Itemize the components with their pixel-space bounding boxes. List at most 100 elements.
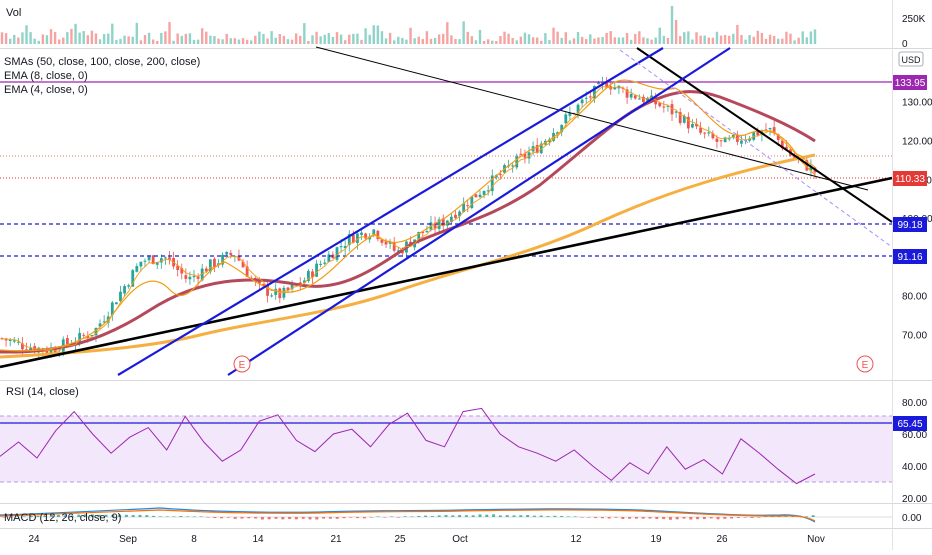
resistance-trendline[interactable] [315, 46, 869, 191]
macd-title[interactable]: MACD (12, 26, close, 9) [4, 512, 121, 524]
candle-body [241, 261, 245, 268]
candle-body [123, 286, 126, 294]
volume-bar [115, 40, 118, 44]
macd-histogram-bar [226, 517, 230, 518]
support-price-badge[interactable]: 91.16 [893, 249, 927, 264]
macd-histogram-bar [138, 514, 142, 517]
volume-bar [147, 32, 151, 44]
volume-bar [470, 36, 474, 44]
volume-bar [29, 32, 32, 44]
channel-lower-line[interactable] [227, 47, 731, 376]
rsi-title[interactable]: RSI (14, close) [6, 386, 79, 398]
candle-body [168, 257, 171, 260]
candle-body [441, 218, 445, 227]
macd-histogram-bar [288, 517, 292, 520]
vol-title[interactable]: Vol [6, 7, 21, 19]
macd-histogram-bar [730, 517, 734, 519]
volume-bar [801, 31, 804, 44]
volume-bar [274, 37, 277, 44]
candle-body [384, 241, 388, 245]
candle-body [204, 268, 208, 272]
candle-body [110, 302, 114, 316]
candle-body [200, 268, 204, 281]
volume-bar [21, 32, 24, 44]
resistance-price-badge[interactable]: 133.95 [893, 75, 927, 90]
earnings-marker[interactable]: E [233, 355, 251, 373]
macd-histogram-bar [702, 517, 706, 520]
macd-histogram-bar [736, 517, 740, 518]
candle-body [225, 251, 229, 255]
legend-item[interactable]: SMAs (50, close, 100, close, 200, close) [4, 56, 200, 68]
candle-body [16, 341, 20, 343]
macd-histogram-bar [84, 514, 88, 517]
volume-bar [188, 33, 192, 44]
candle-body [114, 302, 118, 305]
macd-histogram-bar [349, 517, 353, 518]
last-price-badge[interactable]: 110.33 [893, 171, 927, 186]
candle-body [98, 323, 102, 327]
macd-histogram-bar [342, 517, 346, 519]
macd-histogram-bar [532, 515, 536, 517]
volume-bar [221, 39, 224, 44]
macd-histogram-bar [634, 517, 638, 519]
macd-histogram-bar [498, 515, 502, 517]
price-axis-label: 70.00 [902, 330, 927, 341]
candle-body [335, 247, 339, 260]
macd-histogram-bar [566, 516, 570, 517]
long-term-support-trendline[interactable] [0, 176, 893, 369]
macd-histogram-bar [220, 517, 224, 519]
candle-body [266, 285, 269, 296]
volume-bar [307, 40, 310, 44]
volume-bar [421, 39, 424, 44]
volume-bar [405, 39, 408, 44]
volume-bar [417, 36, 420, 44]
volume-bars [0, 6, 817, 44]
macd-histogram-bar [804, 516, 808, 517]
volume-bar [625, 32, 629, 44]
macd-histogram-bar [390, 516, 394, 517]
macd-histogram-bar [553, 515, 557, 517]
volume-bar [552, 27, 555, 44]
volume-bar [372, 25, 375, 44]
candle-body [535, 145, 539, 153]
rsi-level-badge[interactable]: 65.45 [893, 416, 927, 431]
candle-body [90, 335, 94, 337]
svg-text:91.16: 91.16 [897, 252, 922, 263]
volume-bar [303, 23, 306, 44]
vol-axis-label: 250K [902, 14, 926, 25]
channel-upper-line[interactable] [117, 47, 664, 376]
volume-bar [311, 35, 314, 44]
candle-body [372, 229, 376, 235]
macd-histogram-bar [811, 515, 815, 517]
macd-histogram-bar [458, 515, 462, 517]
candle-body [527, 152, 531, 159]
volume-bar [294, 33, 298, 44]
macd-histogram-bar [607, 517, 611, 519]
volume-bar [135, 22, 139, 44]
candle-body [674, 111, 678, 113]
earnings-marker[interactable]: E [856, 355, 874, 373]
macd-histogram-bar [328, 517, 332, 519]
support-price-badge[interactable]: 99.18 [893, 217, 927, 232]
candle-body [315, 263, 318, 277]
volume-bar [768, 34, 772, 44]
candle-body [262, 284, 265, 287]
candle-body [339, 246, 343, 248]
descending-trendline[interactable] [636, 47, 893, 223]
volume-bar [180, 35, 183, 44]
currency-button[interactable] [898, 51, 924, 67]
candle-body [454, 214, 457, 218]
volume-bar [98, 39, 102, 44]
candle-body [744, 139, 747, 141]
volume-bar [544, 33, 547, 44]
candle-body [625, 89, 629, 98]
macd-histogram-bar [206, 517, 210, 518]
volume-bar [715, 31, 719, 44]
legend-item[interactable]: EMA (8, close, 0) [4, 70, 88, 82]
macd-histogram-bar [43, 515, 47, 517]
volume-bar [548, 40, 551, 44]
legend-item[interactable]: EMA (4, close, 0) [4, 84, 88, 96]
volume-bar [678, 36, 682, 44]
volume-bar [442, 33, 445, 44]
volume-bar [45, 35, 49, 44]
